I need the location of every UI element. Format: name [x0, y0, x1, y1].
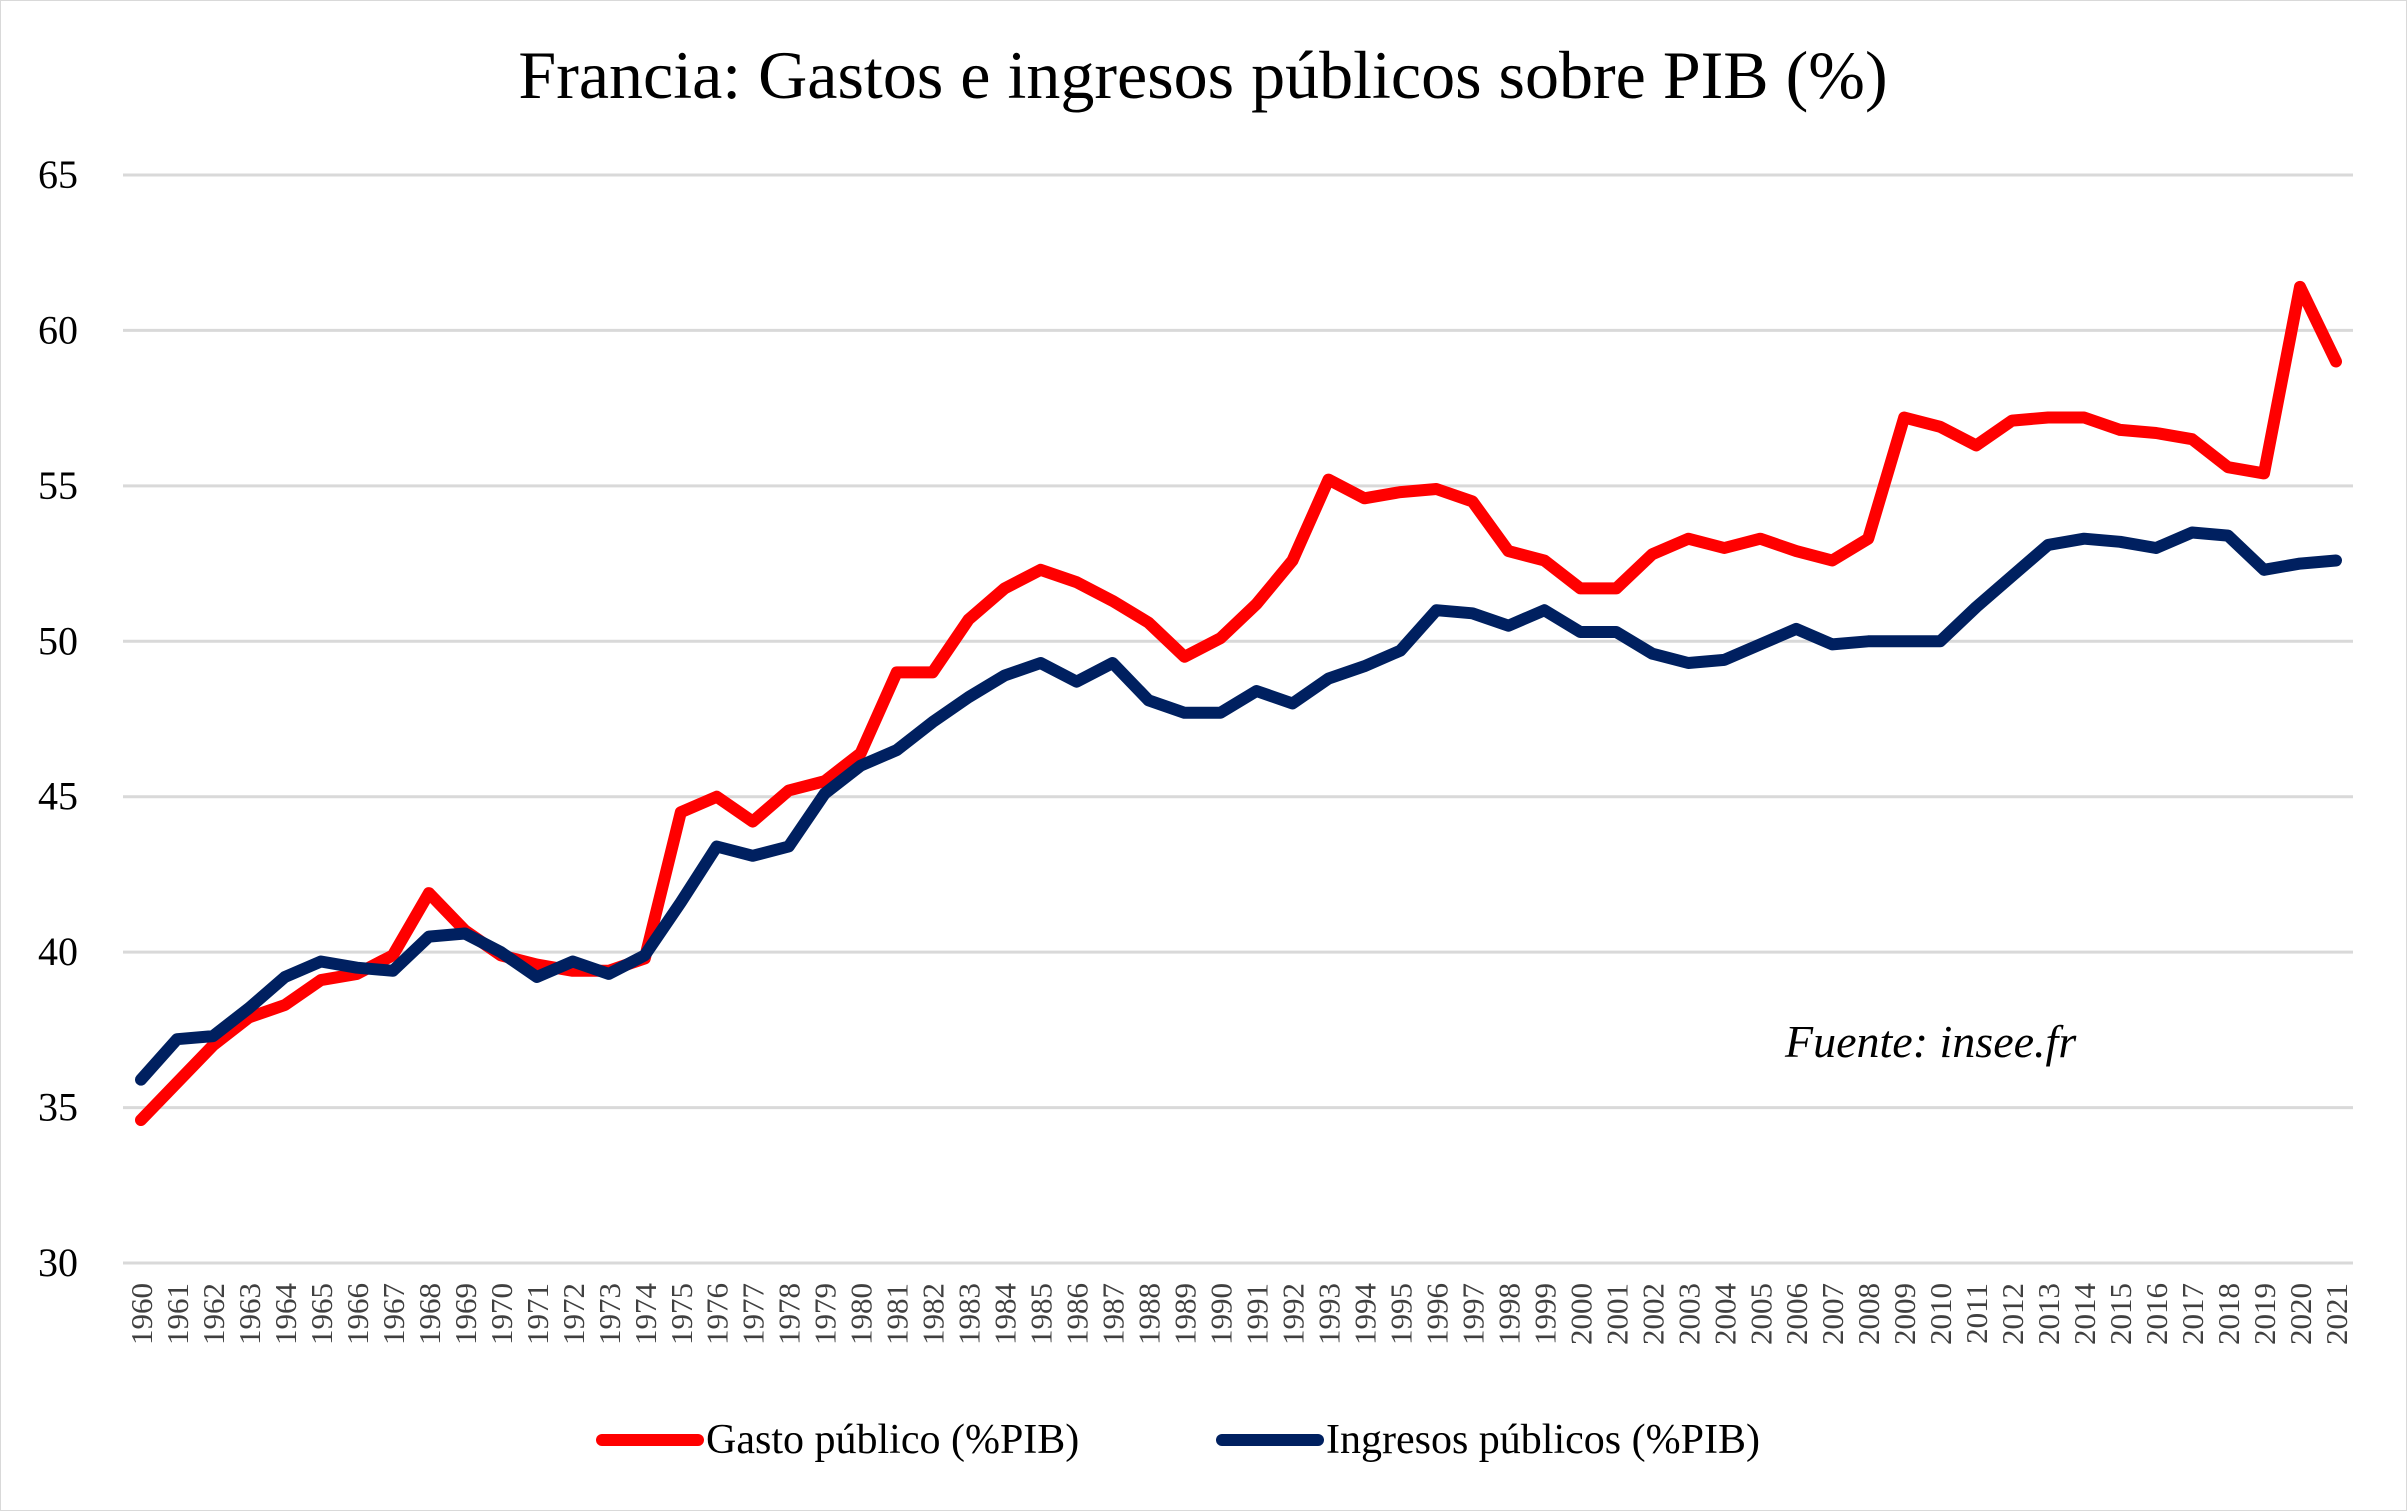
x-tick-label: 1987 — [1096, 1283, 1131, 1345]
x-tick-label: 2017 — [2175, 1283, 2210, 1345]
x-tick-label: 1972 — [556, 1283, 591, 1345]
x-tick-label: 1983 — [952, 1283, 987, 1345]
x-tick-label: 1966 — [340, 1283, 375, 1345]
x-tick-label: 1977 — [736, 1283, 771, 1345]
x-tick-label: 1985 — [1024, 1283, 1059, 1345]
x-axis-ticks: 1960 1961 1962 1963 1964 1965 1966 1967 1968 1969… — [124, 1283, 2354, 1346]
x-tick-label: 1968 — [412, 1283, 447, 1345]
y-tick-label: 55 — [38, 463, 78, 508]
x-tick-label: 2002 — [1635, 1283, 1670, 1345]
x-tick-label: 1967 — [376, 1283, 411, 1345]
x-tick-label: 2001 — [1599, 1283, 1634, 1345]
x-tick-label: 1969 — [448, 1283, 483, 1345]
y-tick-label: 65 — [38, 152, 78, 197]
x-tick-label: 1995 — [1383, 1283, 1418, 1345]
y-axis-ticks: 30 35 40 45 50 55 60 65 — [38, 152, 78, 1285]
x-tick-label: 1993 — [1311, 1283, 1346, 1345]
x-tick-label: 2009 — [1887, 1283, 1922, 1345]
x-tick-label: 1986 — [1060, 1283, 1095, 1345]
y-tick-label: 45 — [38, 774, 78, 819]
x-tick-label: 1970 — [484, 1283, 519, 1345]
x-tick-label: 1962 — [196, 1283, 231, 1345]
x-tick-label: 2000 — [1563, 1283, 1598, 1345]
y-tick-label: 30 — [38, 1240, 78, 1285]
x-tick-label: 2021 — [2319, 1283, 2354, 1345]
x-tick-label: 1984 — [988, 1283, 1023, 1346]
x-tick-label: 1980 — [844, 1283, 879, 1345]
x-tick-label: 1996 — [1419, 1283, 1454, 1345]
y-tick-label: 40 — [38, 929, 78, 974]
x-tick-label: 1998 — [1491, 1283, 1526, 1345]
y-tick-label: 60 — [38, 307, 78, 352]
x-tick-label: 1991 — [1239, 1283, 1274, 1345]
x-tick-label: 1971 — [520, 1283, 555, 1345]
legend-label: Gasto público (%PIB) — [706, 1417, 1079, 1463]
gridlines — [123, 173, 2353, 1265]
x-tick-label: 2005 — [1743, 1283, 1778, 1345]
x-tick-label: 1965 — [304, 1283, 339, 1345]
x-tick-label: 1989 — [1168, 1283, 1203, 1345]
x-tick-label: 2020 — [2283, 1283, 2318, 1345]
series-line-1 — [135, 526, 2342, 1086]
x-tick-label: 1960 — [124, 1283, 159, 1345]
x-tick-label: 1978 — [772, 1283, 807, 1345]
x-tick-label: 2007 — [1815, 1283, 1850, 1345]
x-tick-label: 1964 — [268, 1283, 303, 1346]
legend: Gasto público (%PIB) Ingresos públicos (%… — [596, 1417, 1760, 1463]
x-tick-label: 2018 — [2211, 1283, 2246, 1345]
x-tick-label: 2008 — [1851, 1283, 1886, 1345]
x-tick-label: 1979 — [808, 1283, 843, 1345]
x-tick-label: 1976 — [700, 1283, 735, 1345]
x-tick-label: 1963 — [232, 1283, 267, 1345]
x-tick-label: 2014 — [2067, 1283, 2102, 1346]
series-lines — [135, 280, 2342, 1126]
x-tick-label: 2003 — [1671, 1283, 1706, 1345]
y-tick-label: 35 — [38, 1085, 78, 1130]
x-tick-label: 1974 — [628, 1283, 663, 1346]
x-tick-label: 1997 — [1455, 1283, 1490, 1345]
chart-title: Francia: Gastos e ingresos públicos sobr… — [518, 37, 1887, 113]
x-tick-label: 1999 — [1527, 1283, 1562, 1345]
x-tick-label: 1975 — [664, 1283, 699, 1345]
x-tick-label: 2012 — [1995, 1283, 2030, 1345]
x-tick-label: 1961 — [160, 1283, 195, 1345]
x-tick-label: 1973 — [592, 1283, 627, 1345]
x-tick-label: 1982 — [916, 1283, 951, 1345]
legend-label: Ingresos públicos (%PIB) — [1326, 1417, 1760, 1463]
x-tick-label: 2015 — [2103, 1283, 2138, 1345]
x-tick-label: 1990 — [1204, 1283, 1239, 1345]
x-tick-label: 2013 — [2031, 1283, 2066, 1345]
x-tick-label: 2010 — [1923, 1283, 1958, 1345]
x-tick-label: 1988 — [1132, 1283, 1167, 1345]
x-tick-label: 1981 — [880, 1283, 915, 1345]
y-tick-label: 50 — [38, 618, 78, 663]
x-tick-label: 1994 — [1347, 1283, 1382, 1346]
x-tick-label: 2006 — [1779, 1283, 1814, 1345]
x-tick-label: 2016 — [2139, 1283, 2174, 1345]
x-tick-label: 2019 — [2247, 1283, 2282, 1345]
x-tick-label: 2004 — [1707, 1283, 1742, 1346]
x-tick-label: 2011 — [1959, 1283, 1994, 1344]
source-annotation: Fuente: insee.fr — [1784, 1016, 2077, 1067]
x-tick-label: 1992 — [1275, 1283, 1310, 1345]
